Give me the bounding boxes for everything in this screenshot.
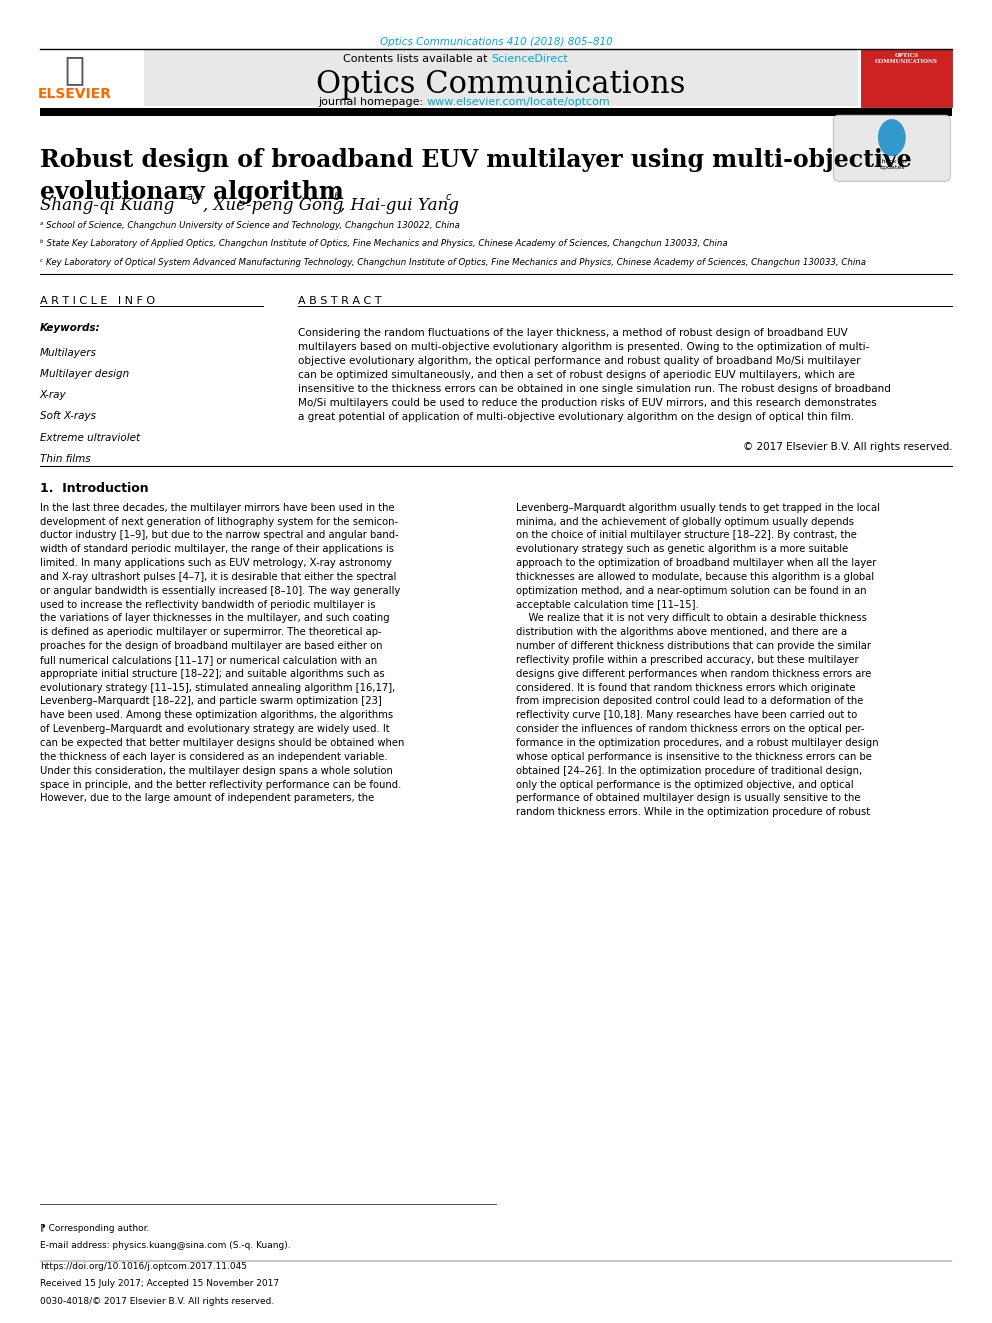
Text: ELSEVIER: ELSEVIER	[38, 86, 111, 101]
Text: c: c	[445, 192, 450, 202]
Text: A R T I C L E   I N F O: A R T I C L E I N F O	[40, 296, 155, 307]
Text: Shang-qi Kuang: Shang-qi Kuang	[40, 197, 174, 214]
Text: X-ray: X-ray	[40, 390, 66, 401]
Text: E-mail address: physics.kuang@sina.com (S.-q. Kuang).: E-mail address: physics.kuang@sina.com (…	[40, 1241, 291, 1250]
Text: https://doi.org/10.1016/j.optcom.2017.11.045: https://doi.org/10.1016/j.optcom.2017.11…	[40, 1262, 247, 1271]
Text: journal homepage:: journal homepage:	[317, 97, 427, 107]
Text: Levenberg–Marquardt algorithm usually tends to get trapped in the local
minima, : Levenberg–Marquardt algorithm usually te…	[516, 503, 880, 818]
Text: In the last three decades, the multilayer mirrors have been used in the
developm: In the last three decades, the multilaye…	[40, 503, 404, 803]
Text: ᵃ School of Science, Changchun University of Science and Technology, Changchun 1: ᵃ School of Science, Changchun Universit…	[40, 221, 459, 230]
Bar	[861, 49, 952, 107]
Text: 1.  Introduction: 1. Introduction	[40, 482, 149, 495]
FancyBboxPatch shape	[833, 115, 950, 181]
Text: ⁋ Corresponding author.: ⁋ Corresponding author.	[40, 1224, 149, 1233]
Text: 0030-4018/© 2017 Elsevier B.V. All rights reserved.: 0030-4018/© 2017 Elsevier B.V. All right…	[40, 1297, 274, 1306]
Text: Optics Communications 410 (2018) 805–810: Optics Communications 410 (2018) 805–810	[380, 37, 612, 48]
Text: Check for
updates: Check for updates	[877, 159, 907, 169]
Text: © 2017 Elsevier B.V. All rights reserved.: © 2017 Elsevier B.V. All rights reserved…	[743, 442, 952, 452]
Text: Keywords:: Keywords:	[40, 323, 100, 333]
Bar	[40, 50, 139, 106]
Text: www.elsevier.com/locate/optcom: www.elsevier.com/locate/optcom	[427, 97, 610, 107]
Text: Considering the random fluctuations of the layer thickness, a method of robust d: Considering the random fluctuations of t…	[298, 328, 891, 422]
Text: b: b	[333, 192, 339, 202]
Circle shape	[878, 119, 906, 156]
Text: OPTICS
COMMUNICATIONS: OPTICS COMMUNICATIONS	[875, 53, 938, 64]
Text: Multilayers: Multilayers	[40, 348, 96, 359]
Text: a,∗: a,∗	[186, 192, 203, 202]
Bar	[40, 108, 952, 116]
Text: Robust design of broadband EUV multilayer using multi-objective
evolutionary alg: Robust design of broadband EUV multilaye…	[40, 148, 912, 204]
Text: A B S T R A C T: A B S T R A C T	[298, 296, 381, 307]
Bar	[144, 50, 858, 106]
Text: Soft X-rays: Soft X-rays	[40, 411, 95, 422]
Text: ᶜ Key Laboratory of Optical System Advanced Manufacturing Technology, Changchun : ᶜ Key Laboratory of Optical System Advan…	[40, 258, 866, 267]
Text: , Hai-gui Yang: , Hai-gui Yang	[340, 197, 459, 214]
Text: Optics Communications: Optics Communications	[316, 69, 685, 99]
Text: Multilayer design: Multilayer design	[40, 369, 129, 380]
Text: ᵇ State Key Laboratory of Applied Optics, Changchun Institute of Optics, Fine Me: ᵇ State Key Laboratory of Applied Optics…	[40, 239, 727, 249]
Text: Contents lists available at: Contents lists available at	[343, 54, 491, 65]
Text: ScienceDirect: ScienceDirect	[491, 54, 567, 65]
Text: 🌲: 🌲	[64, 53, 84, 86]
Text: , Xue-peng Gong: , Xue-peng Gong	[203, 197, 344, 214]
Text: Received 15 July 2017; Accepted 15 November 2017: Received 15 July 2017; Accepted 15 Novem…	[40, 1279, 279, 1289]
Text: Thin films: Thin films	[40, 454, 90, 464]
Text: Extreme ultraviolet: Extreme ultraviolet	[40, 433, 140, 443]
